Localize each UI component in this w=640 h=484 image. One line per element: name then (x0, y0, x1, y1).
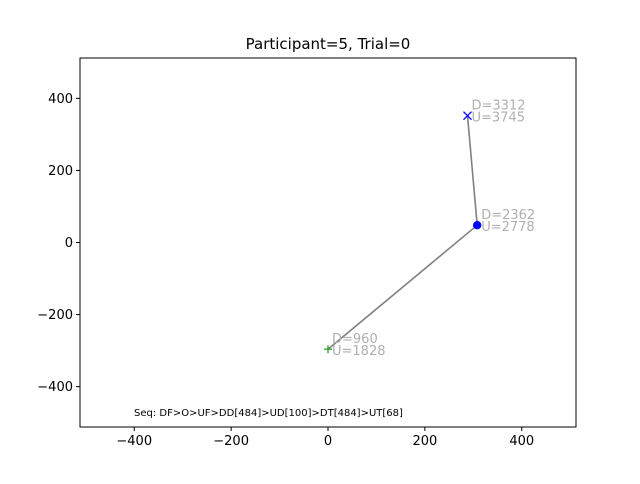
x-axis-ticks: −400 −200 0 200 400 (116, 427, 534, 449)
x-tick-label: 200 (412, 434, 437, 449)
y-tick-label: 200 (48, 164, 73, 179)
x-tick-label: −400 (116, 434, 152, 449)
point-label-down: D=3312 (472, 99, 526, 114)
point-label-down: D=2362 (481, 208, 535, 223)
point-label-up: U=2778 (481, 220, 535, 235)
x-tick-label: −200 (213, 434, 249, 449)
y-tick-label: −200 (37, 308, 73, 323)
chart-title: Participant=5, Trial=0 (246, 35, 411, 53)
end-marker-x-b (463, 111, 472, 121)
waypoint-marker-circle (472, 221, 482, 230)
x-tick-label: 0 (324, 434, 332, 449)
sequence-annotation: Seq: DF>O>UF>DD[484]>UD[100]>DT[484]>UT[… (134, 408, 403, 419)
y-tick-label: −400 (37, 380, 73, 395)
point-label-down: D=960 (332, 332, 378, 347)
x-tick-label: 400 (509, 434, 534, 449)
marker-layer (324, 111, 482, 354)
y-axis-ticks: −400 −200 0 200 400 (37, 92, 80, 395)
point-label-up: U=1828 (332, 344, 386, 359)
point-label-up: U=3745 (472, 111, 526, 126)
y-tick-label: 0 (65, 236, 73, 251)
y-tick-label: 400 (48, 92, 73, 107)
